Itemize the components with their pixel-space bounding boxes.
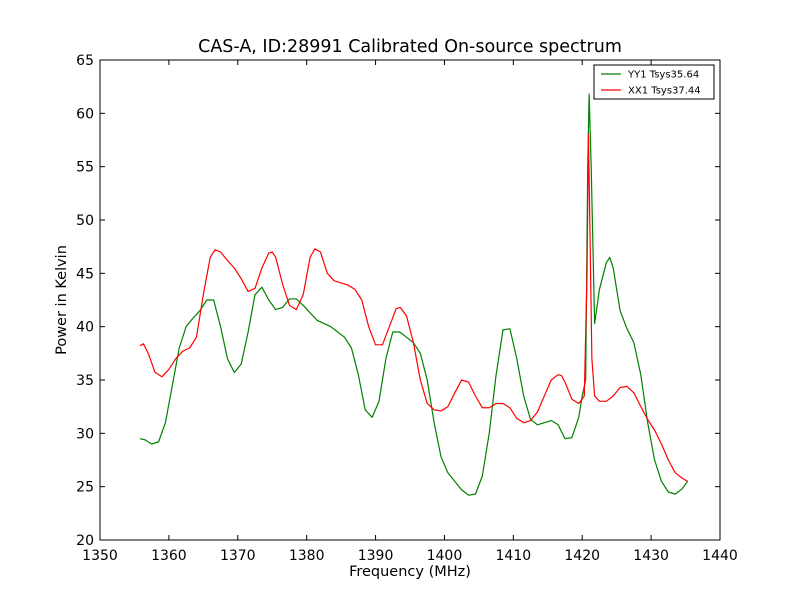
y-tick-label: 20 xyxy=(76,533,94,549)
x-tick-label: 1430 xyxy=(633,548,669,564)
x-tick-label: 1400 xyxy=(427,548,463,564)
chart-title: CAS-A, ID:28991 Calibrated On-source spe… xyxy=(198,37,622,57)
x-tick-label: 1440 xyxy=(702,548,738,564)
y-tick-label: 40 xyxy=(76,320,94,336)
legend-label-yy1: YY1 Tsys35.64 xyxy=(627,70,699,81)
y-tick-label: 65 xyxy=(76,53,94,69)
legend-label-xx1: XX1 Tsys37.44 xyxy=(628,86,701,97)
y-tick-label: 30 xyxy=(76,426,94,442)
y-tick-label: 55 xyxy=(76,160,94,176)
y-axis-label: Power in Kelvin xyxy=(54,245,70,355)
ticks-layer: 1350 1360 1370 1380 1390 1400 1410 1420 1430 1440… xyxy=(76,53,738,564)
x-axis-label: Frequency (MHz) xyxy=(349,564,471,580)
x-tick-label: 1350 xyxy=(82,548,118,564)
x-tick-label: 1420 xyxy=(564,548,600,564)
x-tick-label: 1370 xyxy=(220,548,256,564)
x-tick-label: 1390 xyxy=(358,548,394,564)
y-tick-label: 45 xyxy=(76,266,94,282)
y-tick-label: 50 xyxy=(76,213,94,229)
x-tick-label: 1410 xyxy=(496,548,532,564)
legend: YY1 Tsys35.64 XX1 Tsys37.44 xyxy=(593,64,715,100)
x-tick-label: 1360 xyxy=(151,548,187,564)
y-tick-label: 60 xyxy=(76,106,94,122)
x-tick-label: 1380 xyxy=(289,548,325,564)
legend-box xyxy=(593,64,715,100)
y-tick-label: 25 xyxy=(76,480,94,496)
series-line-yy1 xyxy=(139,93,689,496)
series-layer xyxy=(139,93,689,496)
series-line-xx1 xyxy=(139,134,688,482)
y-tick-label: 35 xyxy=(76,373,94,389)
plot-frame xyxy=(99,59,721,541)
plot-area: 1350 1360 1370 1380 1390 1400 1410 1420 1430 1440… xyxy=(76,53,738,564)
